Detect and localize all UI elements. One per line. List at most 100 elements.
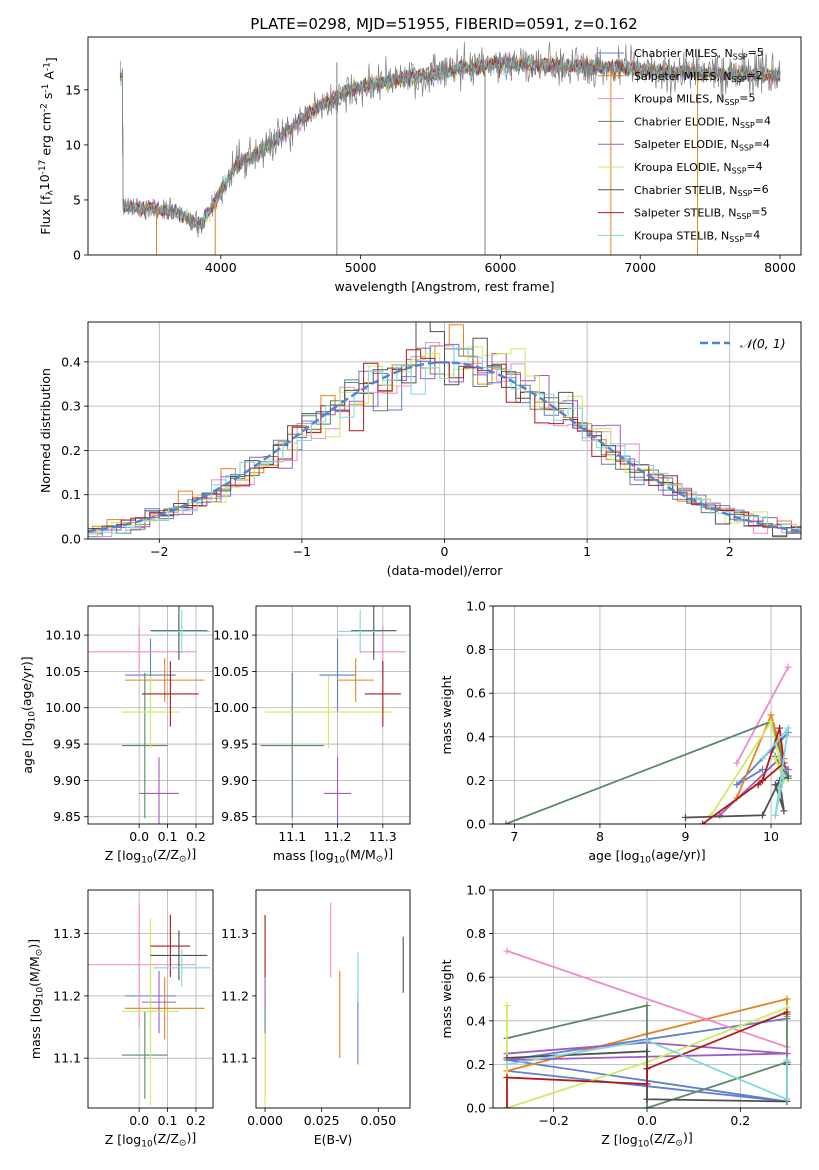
x-axis-label: Z [log10​(Z/Z⊙​)] xyxy=(105,1130,196,1150)
plot-area-mass-vs-EBV xyxy=(264,902,404,1108)
legend-label: Salpeter MILES, NSSP​=2 xyxy=(634,69,763,84)
point-marker xyxy=(643,1065,651,1073)
x-tick-label: 0 xyxy=(441,544,449,559)
plot-area-spectrum xyxy=(119,42,781,255)
point-marker xyxy=(780,807,788,815)
x-tick-label: 10 xyxy=(763,829,779,844)
y-tick-label: 0.4 xyxy=(466,729,486,744)
x-axis-label: Z [log10​(Z/Z⊙​)] xyxy=(601,1130,692,1150)
y-tick-label: 11.1 xyxy=(53,1051,81,1066)
point-marker xyxy=(780,772,788,780)
y-tick-label: 0.8 xyxy=(466,926,486,941)
axes-mass-vs-EBV: 0.000 0.025 0.050 11.1 11.2 11.3 E(B-V) xyxy=(221,889,411,1147)
legend-label: Salpeter STELIB, NSSP​=5 xyxy=(634,206,767,221)
axes-mass-vs-Z: 0.0 0.1 0.2 11.1 11.2 11.3 Z [log10​(Z/Z⊙​)] ma… xyxy=(26,889,214,1150)
normal-reference-curve xyxy=(88,361,801,533)
axes-frame xyxy=(87,321,802,540)
y-tick-label: 10.10 xyxy=(213,628,249,643)
axes-frame xyxy=(87,889,214,1109)
point-marker xyxy=(716,811,724,819)
plot-area-age-vs-mass xyxy=(260,606,406,824)
legend-label: Kroupa ELODIE, NSSP​=4 xyxy=(634,160,763,175)
point-marker xyxy=(759,755,766,763)
x-tick-label: 0.0 xyxy=(637,1113,657,1128)
x-tick-label: 0.2 xyxy=(186,1113,206,1128)
y-tick-label: 0.6 xyxy=(466,686,486,701)
x-tick-label: 0.000 xyxy=(247,1113,283,1128)
y-tick-label: 9.95 xyxy=(221,737,249,752)
point-marker xyxy=(643,1080,651,1088)
point-marker xyxy=(643,1002,651,1010)
point-marker xyxy=(776,724,784,732)
y-tick-label: 10.05 xyxy=(45,664,81,679)
point-marker xyxy=(699,820,707,824)
point-marker xyxy=(503,1073,511,1081)
x-tick-label: −1 xyxy=(293,544,311,559)
y-tick-label: 0.2 xyxy=(466,1057,486,1072)
point-marker xyxy=(759,776,766,784)
y-tick-label: 11.2 xyxy=(221,988,249,1003)
axes-age-vs-mass: 11.1 11.2 11.3 9.85 9.90 9.95 10.00 10.05 10.10 m… xyxy=(213,605,411,866)
point-marker xyxy=(503,947,511,955)
y-tick-label: 0.3 xyxy=(61,399,81,414)
axes-massweight-vs-Z: −0.2 0.0 0.2 0.0 0.2 0.4 0.6 0.8 1.0 Z [log10​(Z/… xyxy=(439,883,802,1150)
point-marker xyxy=(767,718,775,726)
y-axis-label: mass weight xyxy=(439,959,454,1038)
axes-frame xyxy=(492,889,802,1109)
point-marker xyxy=(754,781,762,789)
y-tick-label: 0.8 xyxy=(466,642,486,657)
axes-frame xyxy=(492,605,802,825)
legend-label: Chabrier STELIB, NSSP​=6 xyxy=(634,183,769,198)
y-tick-label: 0 xyxy=(73,248,81,263)
y-tick-label: 9.85 xyxy=(53,809,81,824)
x-axis-label: wavelength [Angstrom, rest frame] xyxy=(334,279,554,294)
y-tick-label: 10.10 xyxy=(45,628,81,643)
mass-weight-line xyxy=(506,1004,788,1108)
y-tick-label: 0.4 xyxy=(61,354,81,369)
point-marker xyxy=(784,663,792,671)
x-tick-label: 2 xyxy=(726,544,734,559)
point-marker xyxy=(503,1002,511,1010)
y-tick-label: 0.2 xyxy=(466,773,486,788)
x-tick-label: 8 xyxy=(596,829,604,844)
x-tick-label: −0.2 xyxy=(538,1113,568,1128)
point-marker xyxy=(503,1054,511,1062)
chart-title: PLATE=0298, MJD=51955, FIBERID=0591, z=0… xyxy=(250,15,637,33)
mass-weight-line xyxy=(710,719,785,816)
legend: 𝒩(0, 1) xyxy=(700,336,786,351)
x-tick-label: 6000 xyxy=(485,260,517,275)
mass-weight-line xyxy=(736,666,789,764)
x-tick-label: 0.050 xyxy=(360,1113,396,1128)
y-tick-label: 10.00 xyxy=(45,700,81,715)
point-marker xyxy=(784,724,792,732)
y-tick-label: 5 xyxy=(73,192,81,207)
mass-weight-line xyxy=(685,775,789,819)
y-axis-label: Flux [fλ​10-17​ erg cm-2​ s-1​ A-1​] xyxy=(37,57,58,235)
legend-label: Salpeter ELODIE, NSSP​=4 xyxy=(634,137,770,152)
x-tick-label: 11.1 xyxy=(278,829,306,844)
y-tick-label: 11.1 xyxy=(221,1051,249,1066)
plot-area-massweight-vs-Z xyxy=(503,947,791,1108)
mass-weight-line xyxy=(506,1039,788,1101)
axes-frame xyxy=(255,889,411,1109)
point-marker xyxy=(767,711,775,719)
point-marker xyxy=(502,820,510,824)
y-tick-label: 11.2 xyxy=(53,988,81,1003)
observed-spectrum-line xyxy=(119,42,781,238)
x-tick-label: 11.2 xyxy=(324,829,352,844)
point-marker xyxy=(733,781,741,789)
y-tick-label: 10 xyxy=(65,137,81,152)
y-tick-label: 0.0 xyxy=(61,532,81,547)
y-tick-label: 10.00 xyxy=(213,700,249,715)
y-tick-label: 11.3 xyxy=(221,926,249,941)
residual-histogram-step xyxy=(88,322,801,538)
y-tick-label: 15 xyxy=(65,82,81,97)
y-tick-label: 11.3 xyxy=(53,926,81,941)
y-tick-label: 9.90 xyxy=(53,773,81,788)
axes-age-vs-Z: 0.0 0.1 0.2 9.85 9.90 9.95 10.00 10.05 10.10 Z [l… xyxy=(19,605,214,866)
point-marker xyxy=(759,766,766,773)
y-axis-label: mass weight xyxy=(439,675,454,754)
residual-histogram-step xyxy=(88,349,801,533)
point-marker xyxy=(503,1060,511,1068)
